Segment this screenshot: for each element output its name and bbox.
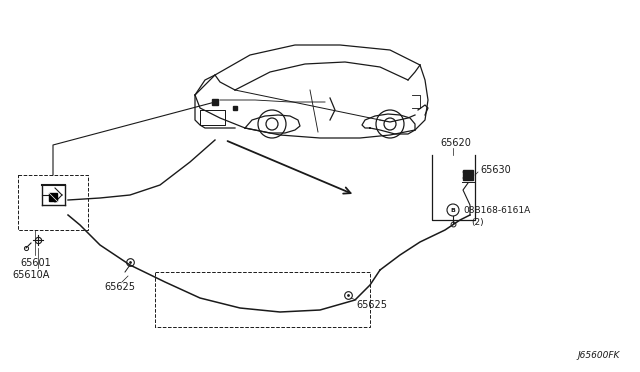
Text: 65625: 65625	[104, 282, 136, 292]
Text: B: B	[451, 208, 456, 212]
Text: 65630: 65630	[480, 165, 511, 175]
Text: 65620: 65620	[440, 138, 471, 148]
Bar	[18, 175, 88, 230]
Text: 65610A: 65610A	[12, 270, 49, 280]
Text: (2): (2)	[471, 218, 484, 227]
Text: J65600FK: J65600FK	[578, 351, 620, 360]
Text: 08B168-6161A: 08B168-6161A	[463, 205, 531, 215]
Text: 65625: 65625	[356, 300, 387, 310]
Bar	[155, 272, 370, 327]
Text: 65601: 65601	[20, 258, 51, 268]
